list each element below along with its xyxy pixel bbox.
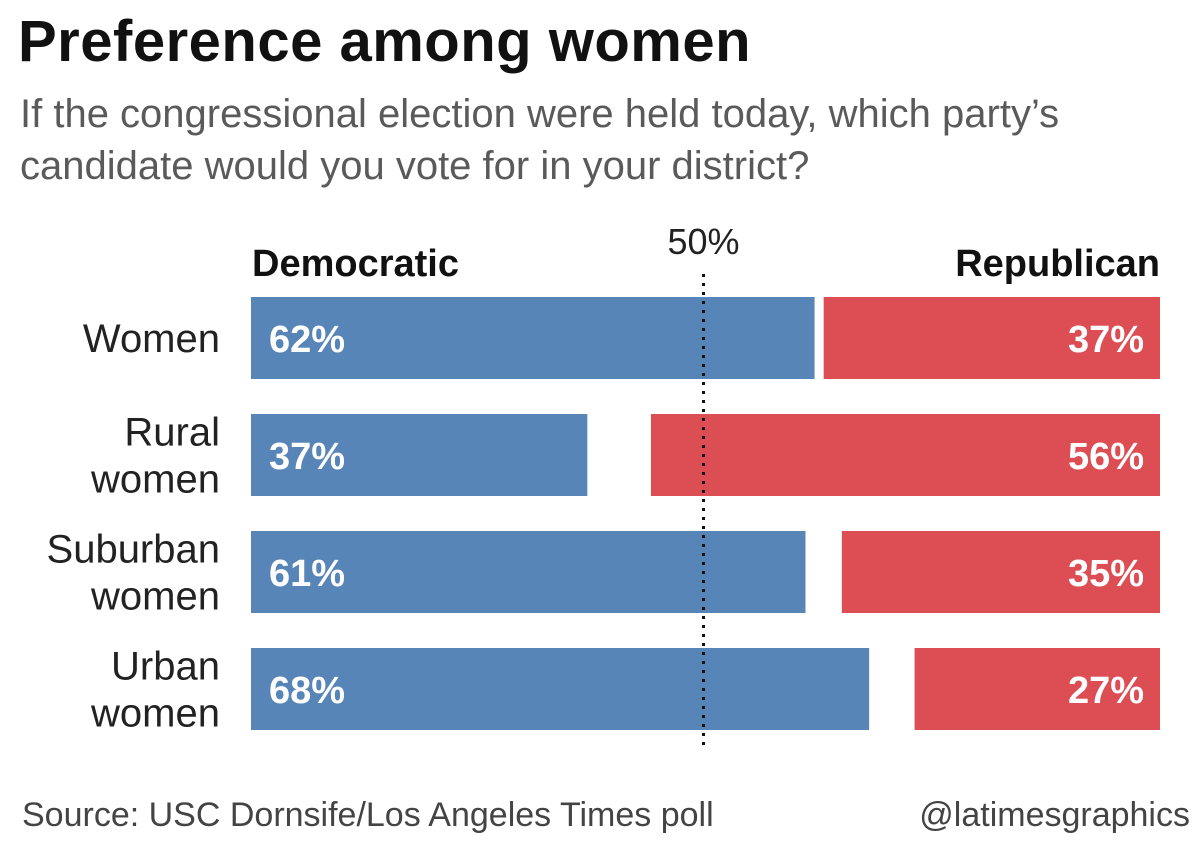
bar-republican xyxy=(914,648,1160,730)
bar-democratic xyxy=(251,531,806,613)
bar-republican xyxy=(841,531,1160,613)
category-label: women xyxy=(90,575,220,619)
data-label-democratic: 62% xyxy=(269,319,345,361)
source-note: Source: USC Dornsife/Los Angeles Times p… xyxy=(22,796,714,834)
data-label-republican: 35% xyxy=(1068,553,1144,595)
legend-democratic: Democratic xyxy=(252,243,459,285)
data-label-democratic: 37% xyxy=(269,436,345,478)
chart-subtitle: If the congressional election were held … xyxy=(20,92,1060,188)
bar-democratic xyxy=(251,297,815,379)
data-label-democratic: 61% xyxy=(269,553,345,595)
category-label: Suburban xyxy=(47,528,220,572)
bar-democratic xyxy=(251,648,870,730)
legend-republican: Republican xyxy=(955,243,1160,285)
data-label-republican: 37% xyxy=(1068,319,1144,361)
category-label: women xyxy=(90,458,220,502)
category-label: Urban xyxy=(111,645,220,689)
data-label-republican: 56% xyxy=(1068,436,1144,478)
chart-title: Preference among women xyxy=(18,9,751,74)
category-label: Rural xyxy=(124,411,220,455)
category-label: Women xyxy=(83,317,220,361)
reference-line-label: 50% xyxy=(667,221,739,262)
data-label-democratic: 68% xyxy=(269,670,345,712)
bar-democratic xyxy=(251,414,588,496)
credit-handle: @latimesgraphics xyxy=(919,796,1190,834)
bar-republican xyxy=(650,414,1160,496)
category-label: women xyxy=(90,692,220,736)
bar-republican xyxy=(823,297,1160,379)
data-label-republican: 27% xyxy=(1068,670,1144,712)
